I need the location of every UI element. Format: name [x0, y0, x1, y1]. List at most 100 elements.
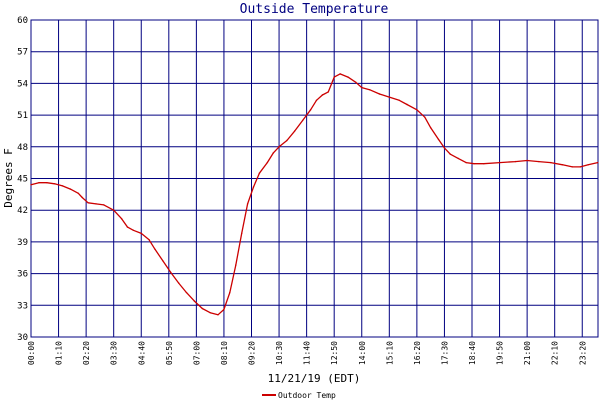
data-point — [217, 314, 219, 316]
data-point — [416, 109, 418, 111]
x-tick-label: 10:30 — [275, 341, 284, 365]
x-tick-label: 23:20 — [578, 341, 587, 365]
data-point — [368, 89, 371, 91]
data-point — [148, 239, 150, 241]
x-tick-label: 11:40 — [303, 341, 312, 365]
data-point — [223, 308, 225, 311]
data-point — [378, 93, 381, 95]
y-tick-label: 45 — [17, 175, 28, 185]
x-tick-label: 05:50 — [165, 341, 174, 365]
x-axis-label: 11/21/19 (EDT) — [268, 372, 361, 385]
data-point — [272, 152, 274, 154]
data-point — [113, 209, 115, 211]
legend: Outdoor Temp — [262, 391, 336, 400]
data-point — [483, 163, 485, 165]
data-point — [333, 76, 335, 78]
data-point — [398, 99, 400, 102]
data-point — [46, 182, 48, 184]
x-tick-label: 02:20 — [82, 341, 91, 365]
x-tick-label: 00:00 — [27, 341, 36, 365]
data-point — [126, 226, 129, 228]
data-point — [449, 153, 451, 155]
data-point — [514, 160, 516, 163]
y-tick-label: 30 — [17, 333, 28, 343]
data-point — [388, 96, 390, 98]
data-point — [61, 185, 64, 187]
x-tick-label: 14:00 — [358, 341, 367, 365]
y-tick-label: 51 — [17, 111, 28, 121]
data-point — [95, 203, 97, 205]
data-point — [201, 307, 203, 310]
data-point — [81, 196, 83, 199]
data-point — [294, 130, 296, 132]
data-point — [347, 76, 349, 78]
y-tick-label: 57 — [17, 48, 28, 58]
x-tick-label: 09:20 — [248, 341, 257, 365]
data-point — [241, 232, 243, 235]
data-point — [406, 103, 408, 106]
x-axis-ticks: 00:00 01:10 02:20 03:30 04:40 05:50 07:00 08:10… — [27, 341, 587, 365]
x-tick-label: 16:20 — [413, 341, 422, 365]
data-point — [355, 81, 357, 84]
x-tick-label: 12:50 — [330, 341, 339, 365]
data-point — [571, 166, 574, 168]
data-point — [315, 99, 318, 102]
data-point — [266, 161, 268, 164]
data-point — [526, 159, 528, 162]
series-points — [30, 73, 599, 316]
data-point — [77, 192, 80, 194]
data-point — [498, 161, 501, 164]
data-point — [538, 160, 540, 163]
x-tick-label: 15:10 — [385, 341, 394, 365]
data-point — [437, 138, 440, 141]
data-point — [252, 186, 255, 188]
y-axis-label: Degrees F — [2, 148, 15, 208]
data-point — [258, 172, 261, 174]
x-tick-label: 03:30 — [110, 341, 119, 365]
data-point — [457, 157, 459, 160]
data-point — [30, 184, 32, 186]
data-point — [278, 146, 280, 148]
data-point — [103, 204, 105, 206]
data-point — [579, 166, 581, 168]
legend-label-outdoor-temp: Outdoor Temp — [278, 391, 336, 400]
data-point — [38, 182, 40, 184]
data-point — [162, 260, 164, 262]
data-point — [209, 312, 211, 314]
data-point — [140, 232, 142, 235]
data-point — [185, 291, 188, 294]
y-tick-label: 60 — [17, 16, 28, 26]
data-point — [302, 119, 304, 122]
data-point — [193, 300, 196, 302]
y-tick-label: 54 — [17, 79, 28, 89]
x-tick-label: 04:40 — [137, 341, 146, 365]
data-point — [170, 271, 172, 274]
data-point — [424, 116, 426, 118]
data-point — [443, 147, 446, 149]
x-tick-label: 19:50 — [496, 341, 505, 365]
data-point — [550, 161, 552, 164]
y-axis-ticks: 30 33 36 39 42 45 48 51 54 57 60 — [17, 16, 28, 343]
plot-area — [30, 19, 599, 338]
x-tick-label: 22:10 — [551, 341, 560, 365]
data-point — [286, 139, 288, 142]
data-point — [69, 188, 72, 190]
data-point — [327, 91, 329, 93]
data-point — [246, 203, 249, 205]
data-point — [321, 94, 324, 96]
data-point — [132, 229, 135, 231]
data-point — [339, 73, 341, 75]
x-tick-label: 21:00 — [523, 341, 532, 365]
data-point — [120, 218, 123, 220]
data-point — [361, 86, 363, 89]
y-tick-label: 42 — [17, 206, 28, 216]
x-tick-label: 07:00 — [192, 341, 201, 365]
chart-title: Outside Temperature — [240, 2, 389, 17]
x-tick-label: 08:10 — [220, 341, 229, 365]
x-tick-label: 17:30 — [440, 341, 449, 365]
data-point — [229, 291, 231, 294]
data-point — [587, 164, 589, 166]
y-tick-label: 39 — [17, 238, 28, 248]
data-point — [53, 183, 56, 185]
